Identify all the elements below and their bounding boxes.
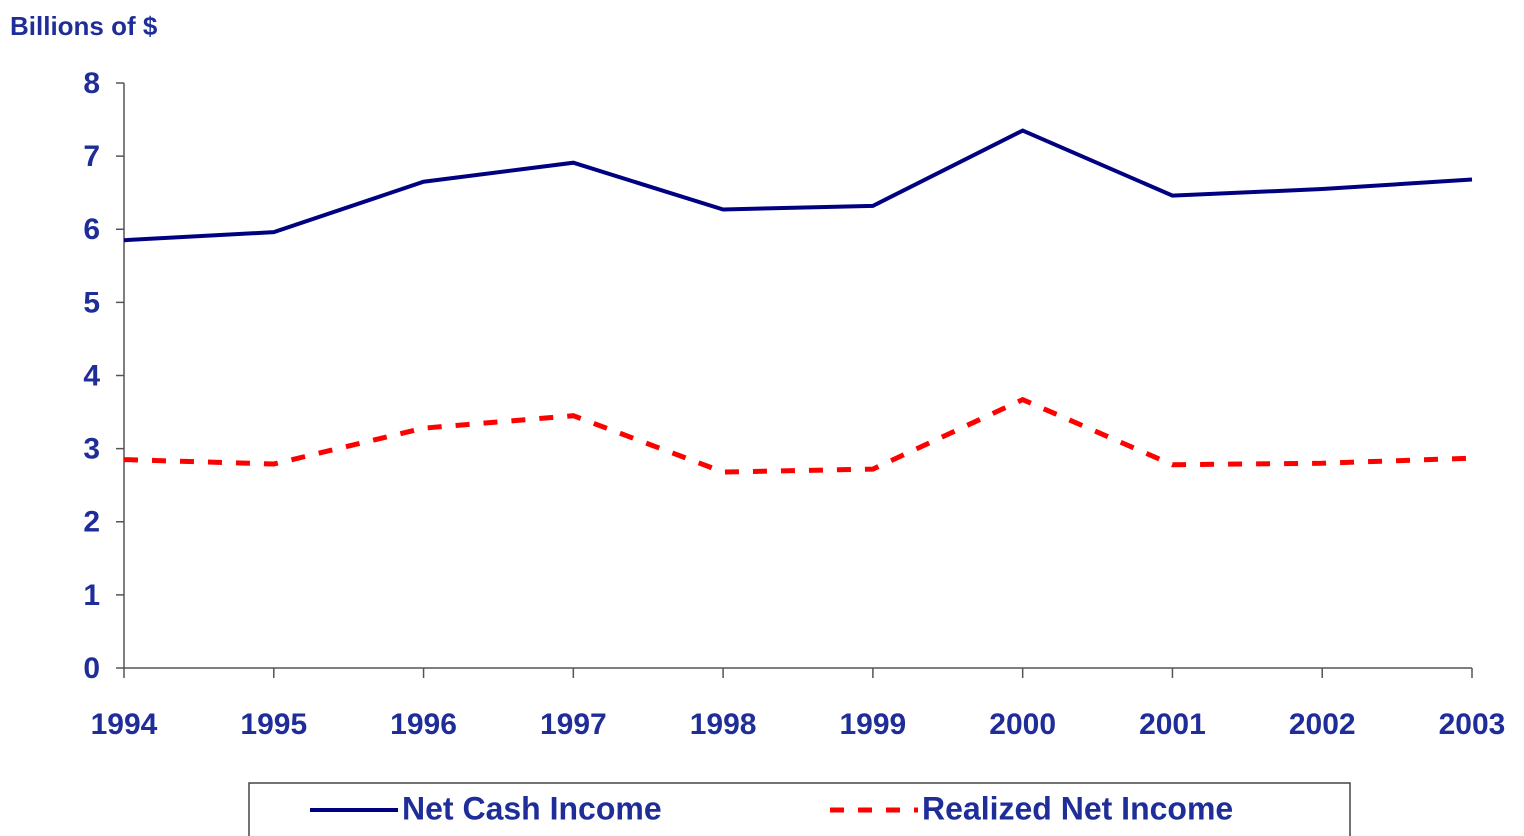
x-tick-label: 1998 (690, 708, 757, 741)
legend-box (248, 782, 1351, 836)
x-tick-label: 1995 (240, 708, 307, 741)
y-tick-label: 3 (83, 433, 100, 466)
series-line (123, 396, 1473, 475)
y-tick-label: 2 (83, 506, 100, 539)
y-tick-label: 1 (83, 579, 100, 612)
legend-label: Net Cash Income (402, 790, 662, 826)
x-tick-label: 2002 (1289, 708, 1356, 741)
x-tick-label: 1997 (540, 708, 607, 741)
y-tick-label: 0 (83, 652, 100, 685)
legend-label: Realized Net Income (922, 790, 1233, 826)
x-tick-label: 2000 (989, 708, 1056, 741)
y-tick-label: 4 (83, 359, 100, 392)
x-tick-label: 1996 (390, 708, 457, 741)
series-line (123, 128, 1473, 243)
x-tick-label: 1999 (840, 708, 907, 741)
y-tick-label: 5 (83, 286, 100, 319)
y-tick-label: 7 (83, 140, 100, 173)
x-tick-label: 2003 (1439, 708, 1506, 741)
y-axis-title: Billions of $ (10, 11, 158, 41)
y-tick-label: 8 (83, 67, 100, 100)
y-tick-label: 6 (83, 213, 100, 246)
x-tick-label: 2001 (1139, 708, 1206, 741)
x-tick-label: 1994 (91, 708, 158, 741)
